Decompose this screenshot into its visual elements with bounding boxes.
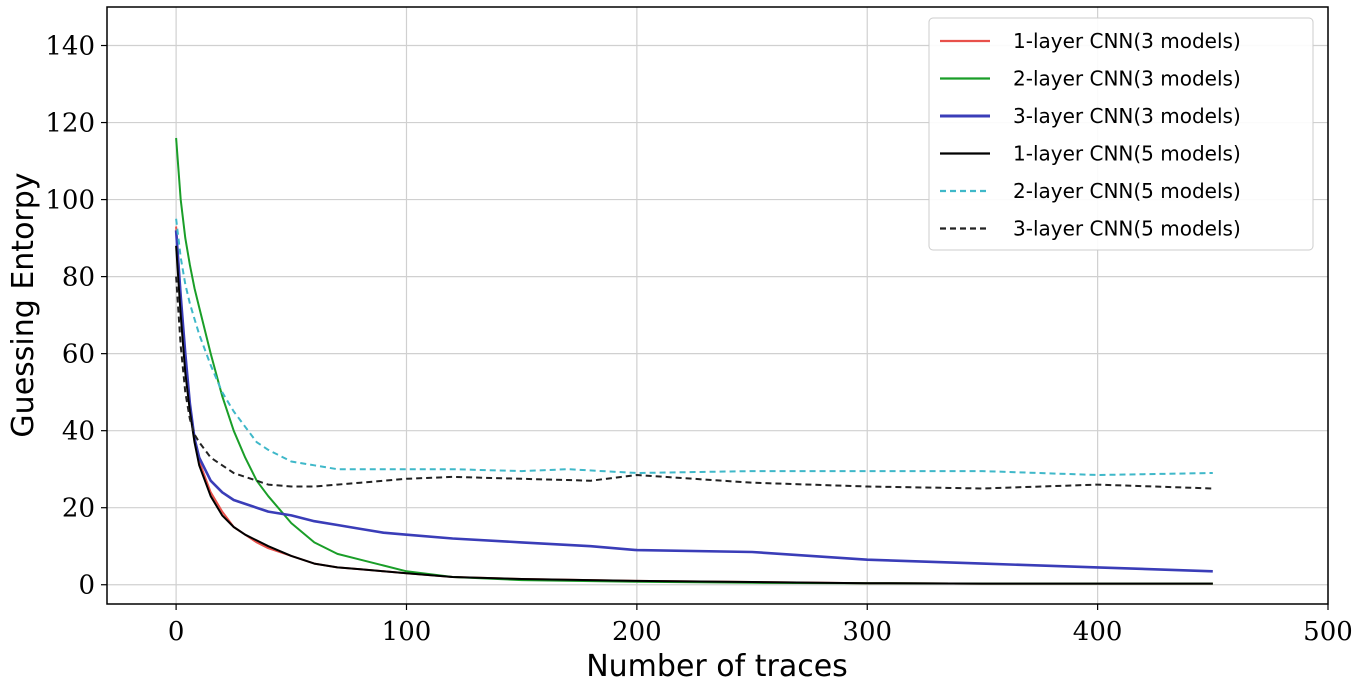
y-axis-label: Guessing Entorpy <box>6 172 41 437</box>
x-axis-ticks: 0 100 200 300 400 500 <box>168 604 1353 647</box>
x-axis-label: Number of traces <box>586 649 848 683</box>
legend-label: 2-layer CNN(5 models) <box>1013 179 1241 203</box>
x-tick-label: 100 <box>382 617 432 647</box>
series-line-1 <box>175 226 1213 585</box>
x-tick-label: 300 <box>842 617 892 647</box>
series-line-3 <box>174 230 1213 573</box>
legend-box <box>928 17 1314 251</box>
y-tick-label: 20 <box>62 494 95 524</box>
legend-label: 1-layer CNN(3 models) <box>1013 29 1241 53</box>
legend-label: 3-layer CNN(3 models) <box>1013 104 1241 128</box>
legend-label: 2-layer CNN(3 models) <box>1013 67 1241 91</box>
y-tick-label: 80 <box>62 263 95 293</box>
legend-label: 1-layer CNN(5 models) <box>1013 142 1241 166</box>
y-tick-label: 60 <box>62 340 95 370</box>
y-tick-label: 40 <box>62 417 95 447</box>
series-line-5 <box>175 218 1213 476</box>
series-lines <box>174 137 1213 585</box>
legend-label: 3-layer CNN(5 models) <box>1013 217 1241 241</box>
y-tick-label: 140 <box>45 32 95 62</box>
x-tick-label: 400 <box>1073 617 1123 647</box>
series-line-6 <box>175 276 1213 490</box>
plot-frame <box>106 6 1329 605</box>
x-tick-label: 200 <box>612 617 662 647</box>
y-tick-label: 0 <box>78 571 95 601</box>
y-tick-label: 100 <box>45 186 95 216</box>
y-axis-ticks: 0 20 40 60 80 100 120 140 <box>45 32 107 601</box>
x-tick-label: 500 <box>1303 617 1353 647</box>
x-tick-label: 0 <box>168 617 185 647</box>
legend: 1-layer CNN(3 models) 2-layer CNN(3 model… <box>928 17 1314 251</box>
y-tick-label: 120 <box>45 109 95 139</box>
series-line-4 <box>175 245 1213 585</box>
